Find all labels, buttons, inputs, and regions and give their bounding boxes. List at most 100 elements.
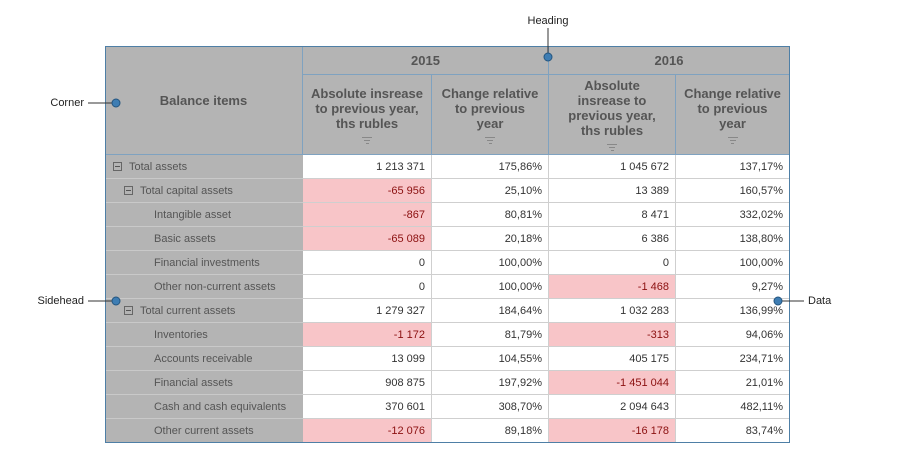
filter-icon[interactable] (727, 135, 738, 144)
sidehead: Basic assets (105, 227, 303, 251)
data-cell: 80,81% (432, 203, 549, 227)
data-cell: 83,74% (676, 419, 790, 443)
cell-value: 9,27% (751, 280, 783, 293)
row-label: Total assets (129, 160, 188, 173)
data-cell: 0 (549, 251, 676, 275)
sidehead: Accounts receivable (105, 347, 303, 371)
collapse-toggle[interactable] (113, 162, 122, 171)
sidehead: Other current assets (105, 419, 303, 443)
data-cell: 136,99% (676, 299, 790, 323)
sidehead: Other non-current assets (105, 275, 303, 299)
data-cell: 370 601 (303, 395, 432, 419)
data-cell: 13 389 (549, 179, 676, 203)
data-cell: 1 045 672 (549, 155, 676, 179)
data-cell: 1 213 371 (303, 155, 432, 179)
cell-value: 175,86% (498, 160, 542, 173)
data-cell: 8 471 (549, 203, 676, 227)
cell-value: 0 (418, 256, 425, 269)
sidehead: Inventories (105, 323, 303, 347)
data-cell: 482,11% (676, 395, 790, 419)
data-cell: 137,17% (676, 155, 790, 179)
data-cell: 0 (303, 275, 432, 299)
data-cell: 13 099 (303, 347, 432, 371)
sidehead: Total assets (105, 155, 303, 179)
cell-value: 100,00% (739, 256, 783, 269)
data-cell: 234,71% (676, 347, 790, 371)
cell-value: 370 601 (385, 400, 425, 413)
corner-label: Balance items (159, 92, 248, 108)
row-label: Other non-current assets (154, 280, 276, 293)
data-cell: 175,86% (432, 155, 549, 179)
column-header: Change relative to previous year (676, 75, 790, 155)
data-cell: 25,10% (432, 179, 549, 203)
data-cell: 6 386 (549, 227, 676, 251)
data-cell: 138,80% (676, 227, 790, 251)
data-cell: 0 (303, 251, 432, 275)
callout-label: Data (808, 295, 832, 307)
filter-icon[interactable] (607, 142, 617, 151)
data-cell: -313 (549, 323, 676, 347)
data-cell: 100,00% (432, 275, 549, 299)
row-label: Accounts receivable (154, 352, 253, 365)
data-cell: 405 175 (549, 347, 676, 371)
data-cell: 100,00% (432, 251, 549, 275)
cell-value: 908 875 (385, 376, 425, 389)
cell-value: 2 094 643 (620, 400, 669, 413)
data-cell: -1 451 044 (549, 371, 676, 395)
cell-value: 8 471 (641, 208, 669, 221)
cell-value: -1 172 (393, 328, 425, 341)
cell-value: 21,01% (745, 376, 783, 389)
cell-value: 405 175 (629, 352, 669, 365)
data-cell: 908 875 (303, 371, 432, 395)
cell-value: 308,70% (498, 400, 542, 413)
sidehead: Cash and cash equivalents (105, 395, 303, 419)
data-cell: 104,55% (432, 347, 549, 371)
data-cell: -65 089 (303, 227, 432, 251)
cell-value: 184,64% (498, 304, 542, 317)
cell-value: 81,79% (504, 328, 542, 341)
collapse-toggle[interactable] (124, 186, 133, 195)
data-cell: -12 076 (303, 419, 432, 443)
cell-value: 100,00% (498, 280, 542, 293)
data-cell: 21,01% (676, 371, 790, 395)
cell-value: -65 956 (387, 184, 425, 197)
corner: Balance items (105, 46, 303, 155)
filter-icon[interactable] (485, 135, 495, 144)
cell-value: -867 (402, 208, 425, 221)
cell-value: 234,71% (739, 352, 783, 365)
row-label: Total capital assets (140, 184, 233, 197)
row-label: Cash and cash equivalents (154, 400, 287, 413)
column-header: Change relative to previous year (432, 75, 549, 155)
cell-value: 1 045 672 (620, 160, 669, 173)
cell-value: 94,06% (745, 328, 783, 341)
cell-value: 13 099 (391, 352, 425, 365)
cell-value: 100,00% (498, 256, 542, 269)
data-cell: 89,18% (432, 419, 549, 443)
cell-value: 20,18% (504, 232, 542, 245)
cell-value: 89,18% (504, 424, 542, 437)
cell-value: 80,81% (504, 208, 542, 221)
sidehead: Financial investments (105, 251, 303, 275)
row-label: Financial assets (154, 376, 233, 389)
cell-value: 25,10% (504, 184, 542, 197)
collapse-toggle[interactable] (124, 306, 133, 315)
cell-value: 13 389 (635, 184, 669, 197)
data-cell: 332,02% (676, 203, 790, 227)
cell-value: 197,92% (498, 376, 542, 389)
filter-icon[interactable] (362, 135, 372, 144)
data-cell: 160,57% (676, 179, 790, 203)
cell-value: -313 (646, 328, 669, 341)
callout-label: Corner (50, 97, 84, 109)
cell-value: 138,80% (739, 232, 783, 245)
sidehead: Intangible asset (105, 203, 303, 227)
row-label: Total current assets (140, 304, 236, 317)
data-cell: 20,18% (432, 227, 549, 251)
cell-value: 83,74% (745, 424, 783, 437)
column-label: Absolute insrease to previous year, ths … (311, 85, 423, 131)
data-cell: 197,92% (432, 371, 549, 395)
row-label: Other current assets (154, 424, 254, 437)
cell-value: 136,99% (739, 304, 783, 317)
callout-label: Sidehead (38, 295, 85, 307)
column-header: Absolute insrease to previous year, ths … (549, 75, 676, 155)
